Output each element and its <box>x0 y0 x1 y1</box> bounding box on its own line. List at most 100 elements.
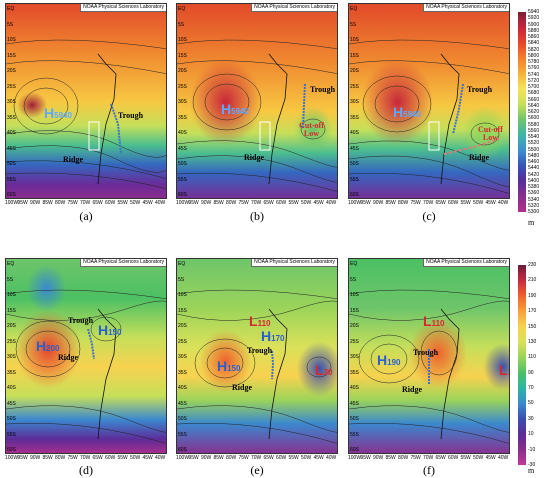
lat-label: 50S <box>7 416 16 422</box>
noaa-label-b: NOAA Physical Sciences Laboratory <box>251 4 337 12</box>
lon-label: 90W <box>373 200 384 206</box>
colorbar-tick: 5620 <box>528 109 540 115</box>
lon-label: 85W <box>42 200 53 206</box>
lat-label: 10S <box>178 292 187 298</box>
study-box-a <box>88 121 100 151</box>
high-pressure-label-f: H190 <box>377 352 401 368</box>
colorbar-tick: 5520 <box>528 140 540 147</box>
lat-label: 5S <box>178 276 185 283</box>
map-panel-f: NOAA Physical Sciences Laboratory H190 L… <box>348 258 510 454</box>
ridge-label-c: Ridge <box>469 153 489 162</box>
lon-label: 70W <box>80 455 91 461</box>
lon-label: 55W <box>288 200 299 206</box>
lat-label: 55S <box>178 431 187 438</box>
lon-label: 70W <box>251 455 262 461</box>
lat-label: 40S <box>7 385 16 391</box>
lon-label: 55W <box>288 455 299 461</box>
trough-label-e: Trough <box>247 346 273 355</box>
lat-label: 55S <box>178 176 187 183</box>
lat-label: 45S <box>178 400 187 407</box>
lon-label: 60W <box>448 200 459 206</box>
trough-axis-d <box>87 328 95 360</box>
lon-label: 90W <box>30 200 41 206</box>
geopotential-field-c <box>349 4 509 198</box>
lat-label: EQ <box>350 261 358 267</box>
lon-label: 40W <box>155 200 166 206</box>
lon-label: 75W <box>410 200 421 206</box>
lon-label: 85W <box>385 200 396 206</box>
lon-label: 65W <box>263 200 274 206</box>
panel-caption-f: (f) <box>423 463 435 477</box>
lat-label: 35S <box>178 114 187 121</box>
colorbar-tick: 5500 <box>528 146 540 153</box>
lat-label: 40S <box>350 130 359 136</box>
colorbar-tick: 5840 <box>528 40 540 47</box>
geopotential-field-a <box>6 4 166 198</box>
colorbar-top <box>518 12 526 212</box>
colorbar-tick: 30 <box>528 415 534 422</box>
lon-label: 90W <box>373 455 384 461</box>
panel-caption-d: (d) <box>79 463 93 477</box>
lon-label: 100W <box>348 455 362 461</box>
low-pressure-label-f2: L10 <box>499 362 509 378</box>
colorbar-tick: 110 <box>528 354 536 361</box>
coastline-f <box>440 308 460 440</box>
lat-label: 60S <box>7 447 16 453</box>
high-pressure-label-d2: H150 <box>98 322 122 338</box>
lat-label: 10S <box>350 37 359 43</box>
noaa-label-f: NOAA Physical Sciences Laboratory <box>423 259 509 267</box>
noaa-label-c: NOAA Physical Sciences Laboratory <box>423 4 509 12</box>
colorbar-tick: -10 <box>528 446 536 453</box>
lon-label: 65W <box>92 200 103 206</box>
lon-label: 55W <box>460 200 471 206</box>
colorbar-tick: 5940 <box>528 9 540 15</box>
lat-label: 40S <box>178 385 187 391</box>
lat-label: 55S <box>350 431 359 438</box>
trough-axis-e <box>271 350 275 380</box>
lon-label: 80W <box>226 200 237 206</box>
colorbar-tick: 5900 <box>528 21 540 28</box>
colorbar-tick: 5740 <box>528 71 540 78</box>
lat-label: 25S <box>178 338 187 345</box>
ridge-axis-c <box>443 138 500 155</box>
colorbar-tick: 5340 <box>528 196 540 203</box>
lon-label: 60W <box>105 200 116 206</box>
lat-label: 15S <box>178 52 187 59</box>
map-panel-d: NOAA Physical Sciences Laboratory H200 H… <box>5 258 167 454</box>
colorbar-tick: 5660 <box>528 96 540 103</box>
lon-label: 85W <box>42 455 53 461</box>
lon-label: 50W <box>473 200 484 206</box>
lon-label: 45W <box>313 455 324 461</box>
low-pressure-label-e2: L30 <box>315 362 333 378</box>
high-pressure-label-d: H200 <box>36 338 60 354</box>
lat-label: 60S <box>350 447 359 453</box>
lat-label: 25S <box>350 83 359 90</box>
lat-label: 25S <box>7 338 16 345</box>
lat-label: 10S <box>7 292 16 298</box>
coastline-d <box>97 308 117 440</box>
lon-label: 80W <box>55 455 66 461</box>
lon-label: 75W <box>238 200 249 206</box>
lon-label: 90W <box>30 455 41 461</box>
lon-label: 50W <box>301 200 312 206</box>
lon-label: 50W <box>130 455 141 461</box>
lon-label: 45W <box>485 200 496 206</box>
ridge-label-a: Ridge <box>63 155 83 164</box>
low-pressure-label-e: L110 <box>249 313 271 329</box>
colorbar-tick: 5360 <box>528 190 540 197</box>
lat-label: 5S <box>350 276 357 283</box>
coastline-a <box>97 53 117 185</box>
colorbar-tick: 70 <box>528 385 534 392</box>
lat-label: 5S <box>7 276 14 283</box>
lat-label: EQ <box>178 6 186 12</box>
lat-label: 20S <box>7 68 16 74</box>
lat-label: 15S <box>178 307 187 314</box>
colorbar-tick: 5480 <box>528 152 540 159</box>
colorbar-tick: 5920 <box>528 15 540 22</box>
lon-label: 40W <box>326 455 337 461</box>
colorbar-tick: 230 <box>528 262 537 268</box>
geopotential-field-d <box>6 259 166 453</box>
colorbar-tick: 5780 <box>528 59 540 65</box>
panel-caption-a: (a) <box>79 209 93 223</box>
lat-label: 35S <box>7 114 16 121</box>
